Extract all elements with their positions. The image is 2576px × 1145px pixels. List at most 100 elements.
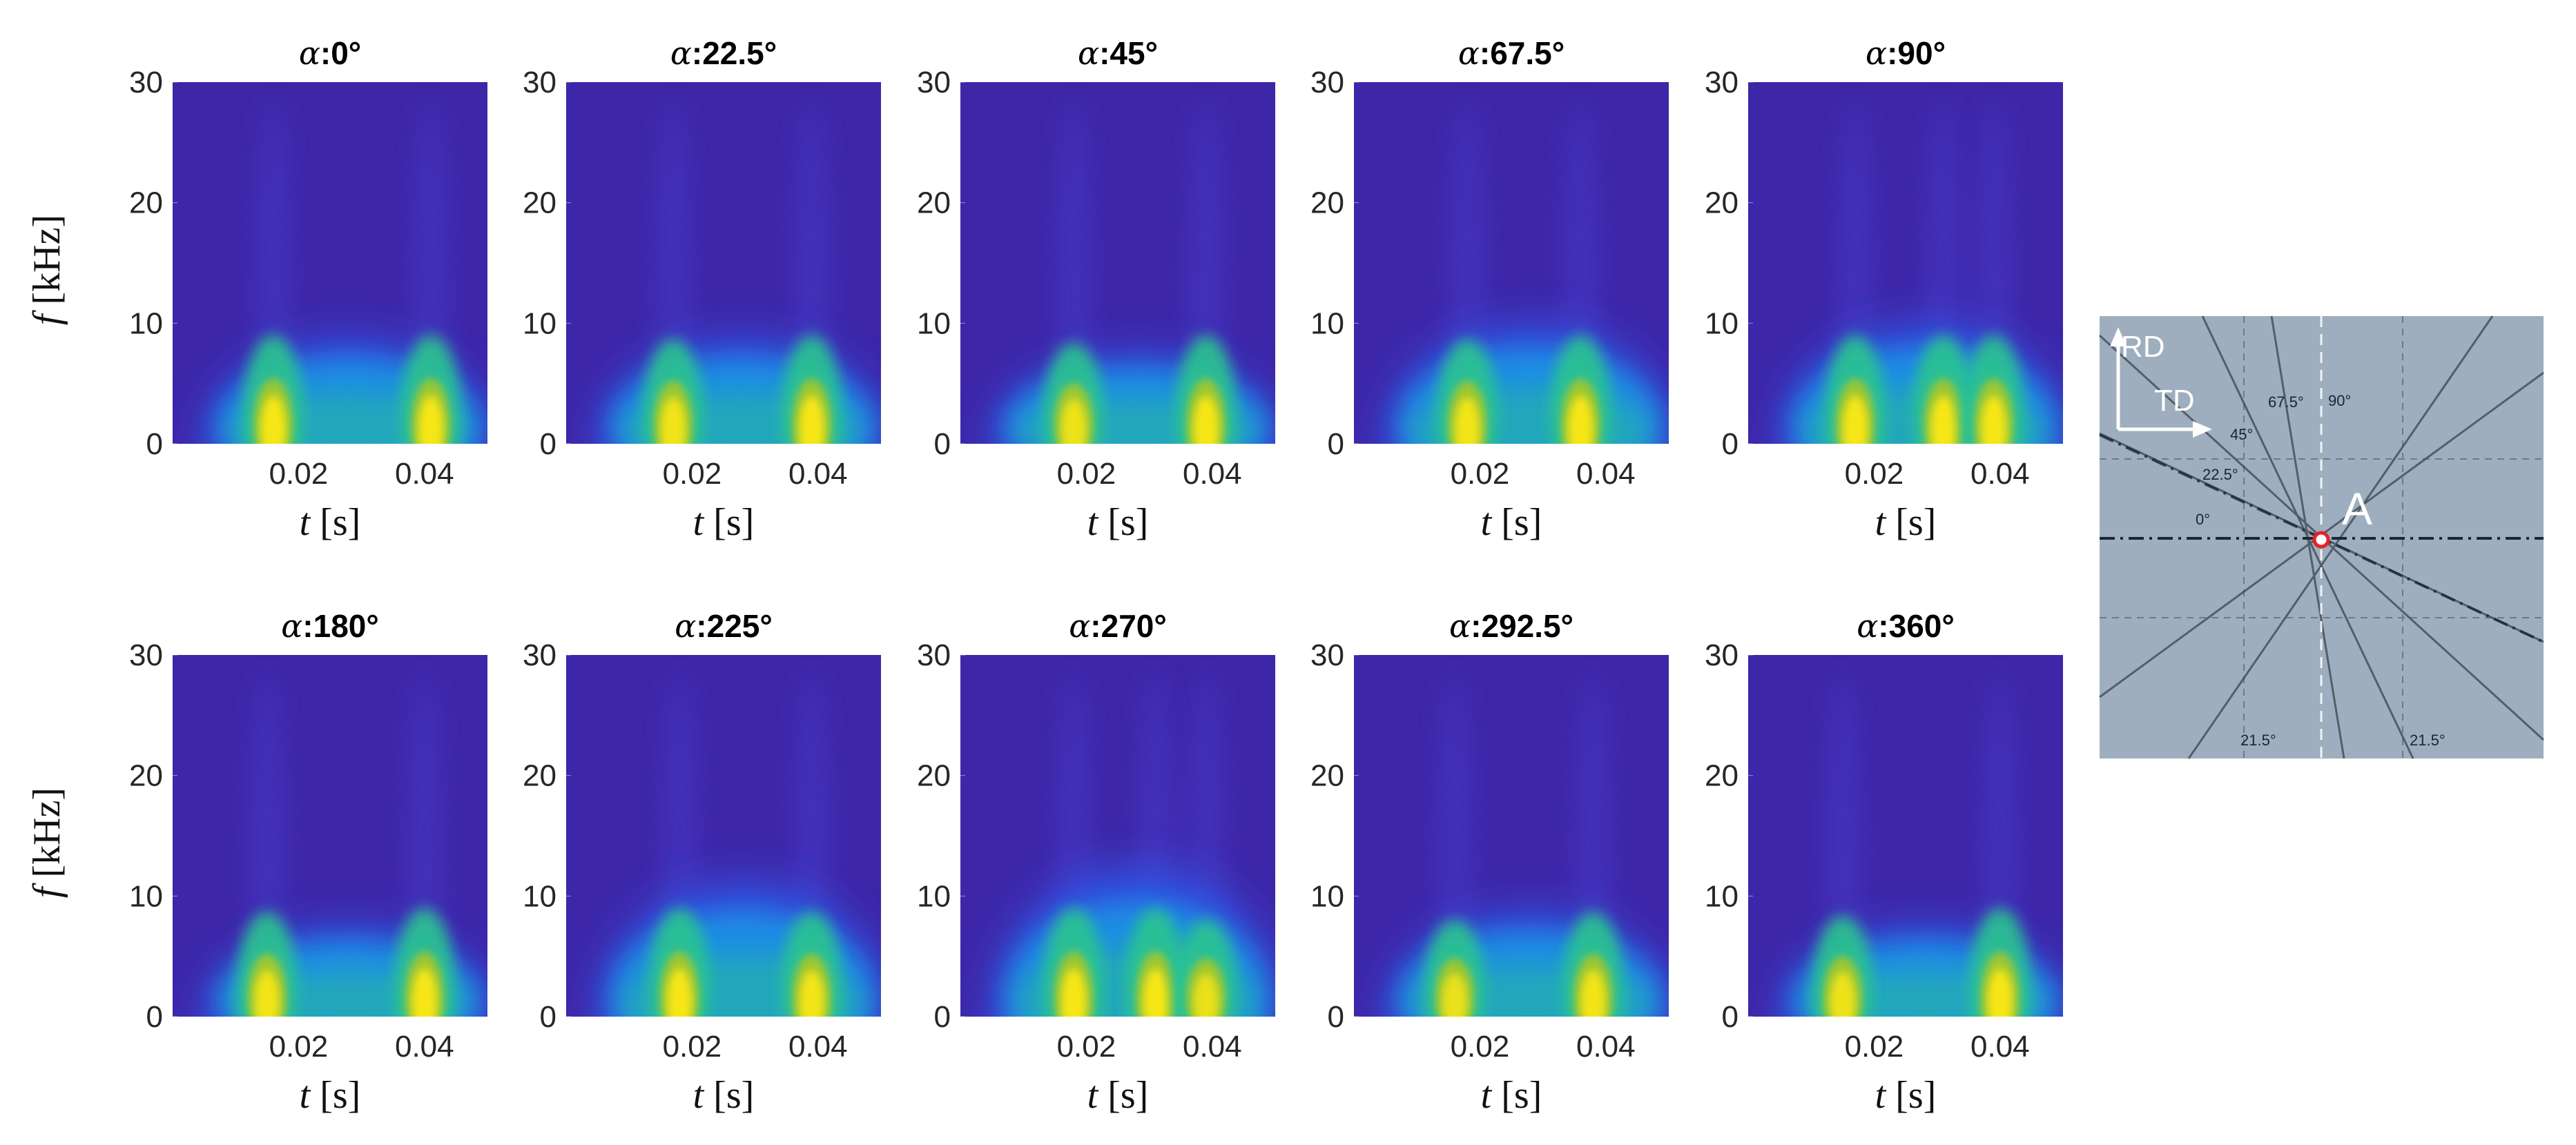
td-arrowhead-icon: [2193, 421, 2212, 438]
y-tick-label: 30: [129, 66, 163, 99]
panel-title: α:292.5°: [1449, 607, 1573, 645]
spectrogram-panel: 0 10 20 30 0.02 0.04 t [s] α:225°: [523, 607, 881, 1117]
panel-title: α:225°: [675, 607, 773, 645]
panel-title: α:22.5°: [670, 35, 777, 72]
x-tick-label: 0.04: [1183, 457, 1242, 491]
photo-angle-label: 67.5°: [2268, 393, 2304, 411]
x-tick-label: 0.04: [1183, 1030, 1242, 1064]
x-tick-label: 0.04: [788, 457, 848, 491]
spectrogram-burst-peak: [418, 395, 443, 444]
x-axis-label: t [s]: [1875, 501, 1937, 544]
spectrogram-burst-peak: [1930, 395, 1956, 444]
x-tick-label: 0.02: [1845, 1030, 1904, 1064]
x-tick-label: 0.02: [269, 457, 329, 491]
td-label: TD: [2154, 384, 2195, 418]
y-tick-label: 30: [129, 638, 163, 672]
x-tick-label: 0.02: [1451, 1030, 1510, 1064]
x-tick-label: 0.04: [1576, 1030, 1636, 1064]
spectrogram-burst-peak: [260, 395, 286, 444]
y-tick-label: 10: [1705, 879, 1739, 913]
photo-angle-label: 90°: [2328, 392, 2351, 409]
spectrogram-image: [960, 655, 1275, 1017]
x-axis-label: t [s]: [693, 501, 755, 544]
spectrogram-burst-peak: [1143, 968, 1168, 1017]
x-tick-label: 0.02: [663, 1030, 722, 1064]
panel-title: α:0°: [299, 35, 361, 72]
y-tick-label: 10: [129, 306, 163, 340]
y-axis-label: f [kHz]: [26, 787, 68, 898]
y-tick-label: 0: [934, 427, 951, 461]
y-tick-label: 0: [1328, 427, 1344, 461]
spectrogram-panel: 0 10 20 30 0.02 0.04 t [s] α:67.5°: [1310, 35, 1669, 544]
spectrogram-burst-peak: [1061, 968, 1087, 1017]
rd-arrowhead-icon: [2110, 327, 2127, 346]
y-tick-label: 20: [1310, 186, 1344, 220]
spectrogram-burst-peak: [661, 397, 686, 444]
y-tick-label: 20: [523, 759, 556, 793]
y-tick-label: 30: [917, 638, 951, 672]
y-tick-label: 10: [129, 879, 163, 913]
y-tick-label: 10: [1310, 306, 1344, 340]
spectrogram-image: [960, 82, 1275, 444]
spectrogram-panel: 0 10 20 30 0.02 0.04 t [s] α:22.5°: [523, 35, 881, 544]
spectrogram-panel: 0 10 20 30 0.02 0.04 t [s] α:360°: [1705, 607, 2063, 1117]
panel-title: α:45°: [1078, 35, 1158, 72]
y-tick-label: 10: [1705, 306, 1739, 340]
panel-title: α:90°: [1866, 35, 1946, 72]
photo-angle-label: 21.5°: [2410, 732, 2446, 749]
x-tick-label: 0.04: [1970, 457, 2030, 491]
x-axis-label: t [s]: [1481, 1074, 1542, 1117]
spectrogram-burst-peak: [1981, 395, 2006, 444]
y-tick-label: 30: [1705, 66, 1739, 99]
photo-angle-label: 21.5°: [2240, 732, 2276, 749]
spectrogram-burst-peak: [1455, 397, 1480, 444]
y-tick-label: 30: [1310, 638, 1344, 672]
y-tick-label: 30: [1310, 66, 1344, 99]
specimen-photo: 0° 22.5° 45° 67.5° 90° 21.5° 21.5° RD TD…: [2098, 315, 2545, 759]
x-tick-label: 0.04: [1576, 457, 1636, 491]
x-tick-label: 0.02: [663, 457, 722, 491]
spectrogram-panel: 0 10 20 30 0.02 0.04 t [s] α:90°: [1705, 35, 2063, 544]
spectrogram-panels: 0 10 20 30 0.02 0.04 t [s] α:0° 0 10 20 30 0.02 0.04 t…: [129, 35, 2063, 1117]
y-tick-label: 10: [917, 879, 951, 913]
photo-angle-label: 22.5°: [2202, 466, 2238, 483]
x-tick-label: 0.02: [1845, 457, 1904, 491]
y-tick-label: 20: [523, 186, 556, 220]
x-tick-label: 0.04: [788, 1030, 848, 1064]
spectrogram-image: [173, 655, 487, 1017]
y-tick-label: 10: [523, 306, 556, 340]
y-tick-label: 20: [1705, 759, 1739, 793]
spectrogram-image: [566, 82, 881, 444]
spectrogram-panel: 0 10 20 30 0.02 0.04 t [s] α:270°: [917, 607, 1275, 1117]
x-tick-label: 0.02: [269, 1030, 329, 1064]
spectrogram-image: [1748, 655, 2063, 1017]
y-tick-label: 20: [129, 759, 163, 793]
y-tick-label: 0: [540, 1000, 556, 1034]
point-a-label: A: [2342, 483, 2372, 534]
y-tick-label: 20: [1310, 759, 1344, 793]
x-tick-label: 0.04: [395, 1030, 454, 1064]
spectrogram-burst-peak: [799, 970, 824, 1017]
panel-title: α:180°: [281, 607, 379, 645]
y-tick-label: 0: [1328, 1000, 1344, 1034]
y-tick-label: 0: [934, 1000, 951, 1034]
point-a-marker: [2312, 531, 2330, 549]
spectrogram-panel: 0 10 20 30 0.02 0.04 t [s] α:0°: [129, 35, 487, 544]
spectrogram-image: [1354, 82, 1669, 444]
y-tick-label: 10: [1310, 879, 1344, 913]
x-axis-label: t [s]: [300, 501, 361, 544]
x-axis-label: t [s]: [1875, 1074, 1937, 1117]
x-axis-label: t [s]: [1087, 501, 1149, 544]
y-tick-label: 0: [540, 427, 556, 461]
y-tick-label: 30: [917, 66, 951, 99]
spectrogram-burst-peak: [1843, 395, 1868, 444]
spectrogram-burst-peak: [1193, 973, 1219, 1017]
spectrogram-burst-peak: [1987, 968, 2013, 1017]
rd-td-axes: [2110, 327, 2212, 438]
x-axis-label: t [s]: [1087, 1074, 1149, 1117]
spectrogram-image: [566, 655, 881, 1017]
y-tick-label: 10: [523, 879, 556, 913]
spectrogram-panel: 0 10 20 30 0.02 0.04 t [s] α:292.5°: [1310, 607, 1669, 1117]
spectrogram-burst-peak: [1830, 972, 1855, 1017]
